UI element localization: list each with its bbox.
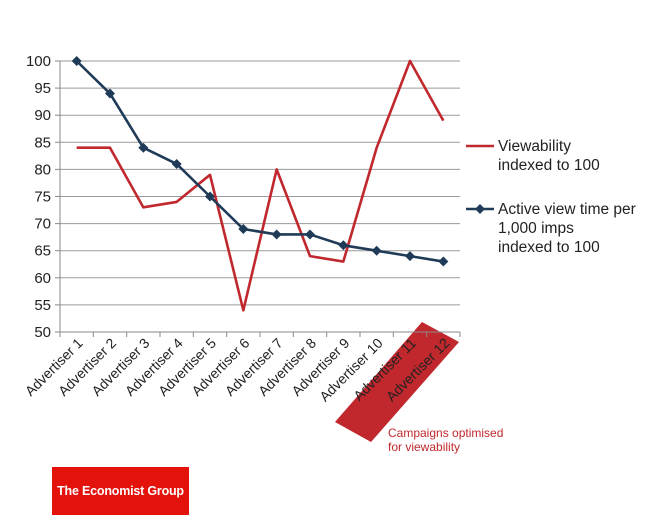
series-lines	[71, 56, 449, 312]
series-line-viewability	[76, 59, 445, 312]
data-point	[371, 245, 382, 256]
data-point	[438, 256, 449, 267]
gridlines	[60, 60, 460, 333]
data-point	[238, 224, 249, 235]
legend-label: 1,000 imps	[498, 220, 574, 237]
y-tick-label: 50	[34, 324, 51, 341]
y-tick-label: 60	[34, 270, 51, 287]
data-point	[271, 229, 282, 240]
annotation-text: Campaigns optimised	[388, 426, 503, 440]
highlight-box	[335, 322, 459, 442]
series-line-active-view-time	[75, 60, 444, 263]
data-point	[171, 158, 182, 169]
highlight-parallelogram	[335, 322, 459, 442]
y-tick-label: 80	[34, 161, 51, 178]
y-tick-label: 95	[34, 80, 51, 97]
axes	[55, 60, 461, 337]
data-point	[105, 88, 115, 99]
y-tick-label: 70	[34, 216, 51, 233]
legend-label: Viewability	[498, 138, 571, 155]
data-point	[338, 240, 349, 251]
data-point	[71, 56, 82, 66]
legend-label: indexed to 100	[498, 157, 600, 174]
annotation-text: for viewability	[388, 440, 460, 454]
data-point	[138, 142, 149, 153]
y-tick-label: 100	[26, 53, 51, 70]
y-tick-label: 65	[34, 243, 51, 260]
legend: Viewability indexed to 100 Active view tim…	[466, 138, 636, 256]
data-point	[205, 191, 215, 202]
y-tick-labels: 50 55 60 65 70 75 80 85 90 95 100	[26, 53, 51, 341]
data-point	[305, 229, 315, 240]
data-point	[405, 251, 415, 262]
y-tick-label: 85	[34, 134, 51, 151]
y-tick-label: 90	[34, 107, 51, 124]
y-tick-label: 75	[34, 189, 51, 206]
legend-label: indexed to 100	[498, 239, 600, 256]
y-tick-label: 55	[34, 297, 51, 314]
legend-marker	[475, 204, 485, 214]
economist-group-logo: The Economist Group	[52, 467, 189, 515]
legend-label: Active view time per	[498, 201, 636, 218]
